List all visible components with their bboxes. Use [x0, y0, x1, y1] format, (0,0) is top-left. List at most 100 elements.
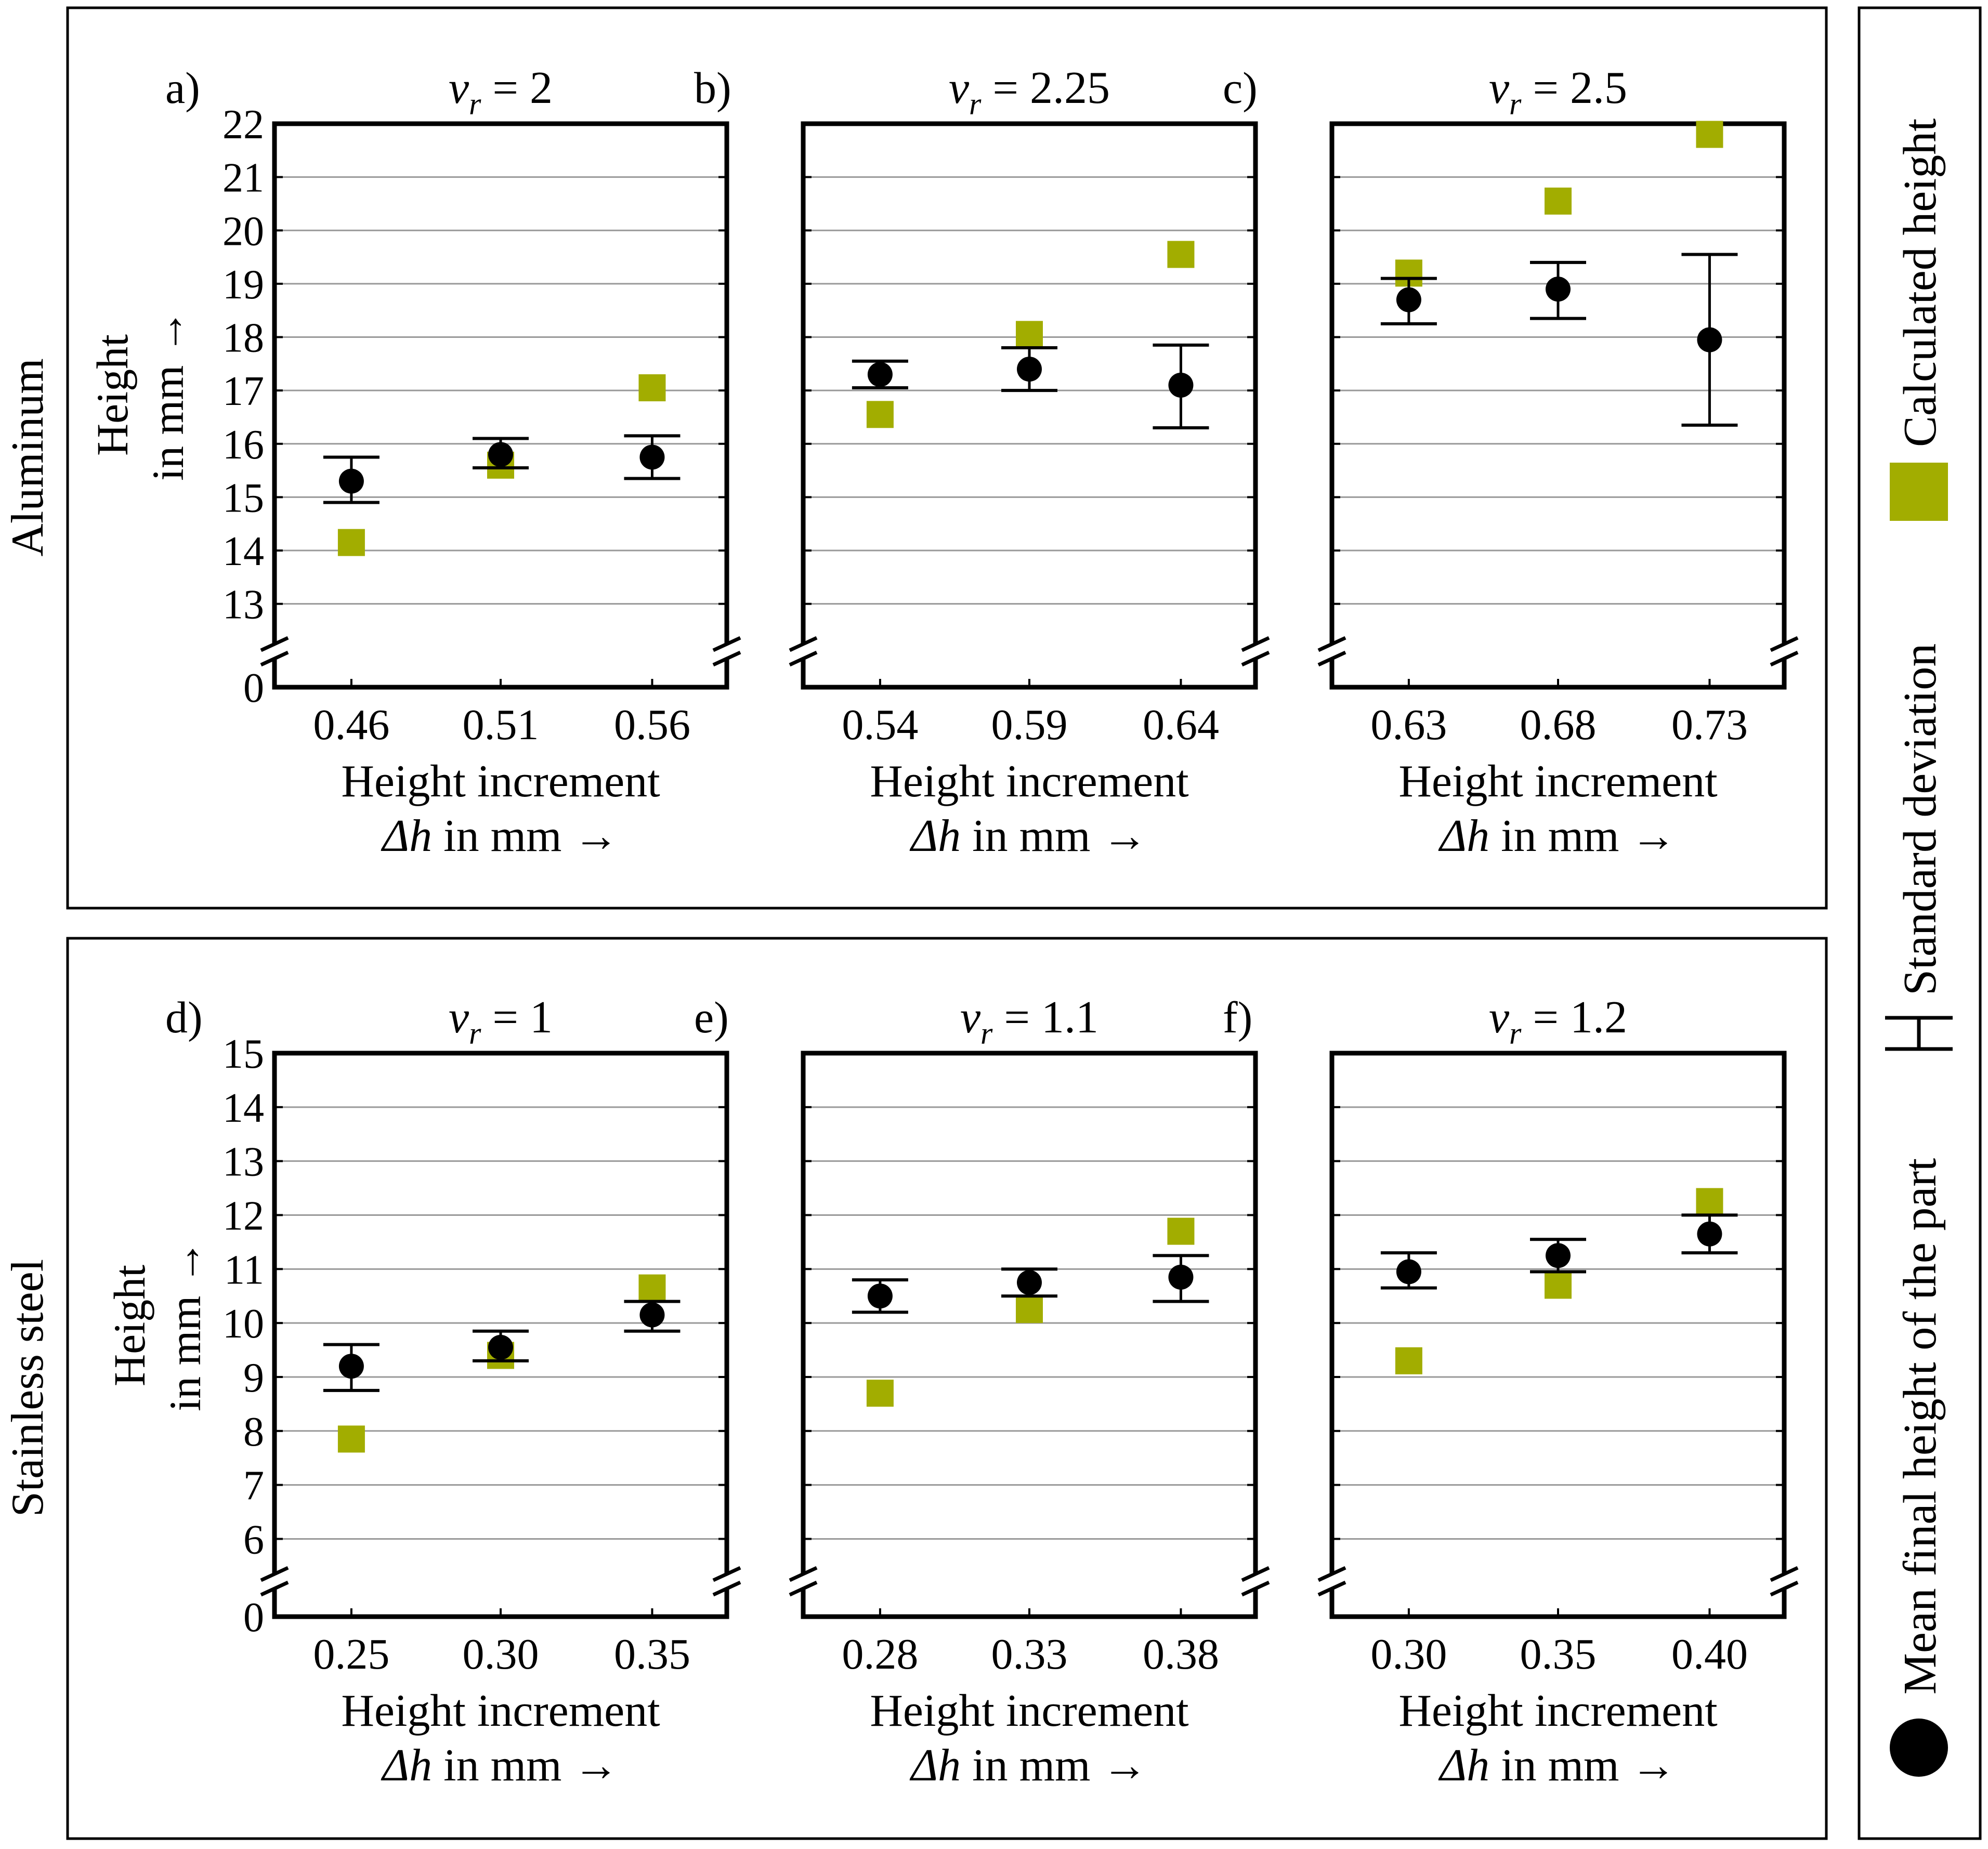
- y-tick-label: 9: [243, 1355, 264, 1401]
- axis-break-mark: [1317, 650, 1346, 667]
- x-tick-label: 0.35: [1520, 1630, 1597, 1678]
- x-tick-label: 0.51: [463, 701, 539, 749]
- panel-title: vr = 1.1: [960, 992, 1098, 1051]
- axis-break-mark: [789, 1580, 818, 1597]
- axis-break-mark: [1770, 650, 1799, 667]
- calculated-height-marker: [337, 1425, 365, 1453]
- panels: 0.46 0.51 0.56 13 14 15 16 17 18 19 20 21 22 0 a) vr = …: [165, 63, 1799, 1791]
- calculated-height-marker: [1167, 1217, 1195, 1245]
- x-axis-label-line2: Δh in mm →: [909, 1740, 1147, 1791]
- mean-height-marker: [1546, 1243, 1571, 1268]
- axis-break-mark: [1317, 1580, 1346, 1597]
- x-axis-label-line2: Δh in mm →: [1438, 811, 1676, 861]
- stainless-steel-group-frame: [66, 937, 1828, 1840]
- x-axis-label-line2: Δh in mm →: [909, 811, 1147, 861]
- panel-title: vr = 2.5: [1489, 63, 1627, 121]
- calculated-height-marker: [866, 1380, 894, 1407]
- calculated-height-marker: [1545, 1271, 1572, 1299]
- panel-title: vr = 2.25: [949, 63, 1110, 121]
- mean-height-marker: [867, 1283, 893, 1309]
- mean-height-marker: [1396, 1259, 1421, 1284]
- y-tick-label-zero: 0: [243, 1595, 264, 1641]
- calculated-height-marker: [1016, 321, 1043, 348]
- panel-letter: a): [165, 63, 200, 113]
- x-tick-label: 0.40: [1671, 1630, 1748, 1678]
- y-tick-label: 15: [223, 475, 264, 521]
- y-tick-label: 18: [223, 316, 264, 361]
- panel-letter: c): [1223, 63, 1258, 113]
- legend-mean-label: Mean final height of the part: [1894, 1158, 1946, 1695]
- axis-break-mark: [1770, 1580, 1799, 1597]
- calculated-height-marker: [866, 401, 894, 428]
- mean-height-marker: [488, 1334, 513, 1360]
- panel-letter: b): [694, 63, 731, 113]
- axis-break-mark: [260, 1580, 289, 1597]
- y-tick-label: 15: [223, 1031, 264, 1077]
- panel-frame: [801, 121, 1258, 644]
- x-tick-label: 0.54: [842, 701, 918, 749]
- axis-break-mark: [1317, 1566, 1346, 1582]
- mean-height-marker: [639, 1302, 665, 1328]
- x-tick-label: 0.25: [313, 1630, 389, 1678]
- mean-height-marker: [1697, 1221, 1722, 1247]
- x-axis-label-line1: Height increment: [341, 756, 660, 807]
- panel-letter: e): [694, 992, 729, 1042]
- y-axis-label-line1-stainless-steel: Height: [104, 1265, 154, 1386]
- y-tick-label: 21: [223, 155, 264, 201]
- mean-height-marker: [338, 468, 364, 494]
- mean-height-marker: [488, 442, 513, 467]
- x-tick-label: 0.68: [1520, 701, 1597, 749]
- panel-title: vr = 1: [449, 992, 553, 1051]
- legend-frame: [1858, 6, 1982, 1840]
- legend-std-marker: [1885, 1016, 1953, 1051]
- mean-height-marker: [1168, 372, 1194, 398]
- y-tick-label: 11: [224, 1247, 264, 1293]
- y-tick-label: 16: [223, 422, 264, 468]
- y-tick-label: 17: [223, 369, 264, 414]
- axis-break-mark: [789, 1566, 818, 1582]
- x-axis-label-line1: Height increment: [1398, 1686, 1717, 1736]
- x-tick-label: 0.30: [463, 1630, 539, 1678]
- axis-break-mark: [1770, 636, 1799, 652]
- y-tick-label: 14: [223, 529, 264, 574]
- x-tick-label: 0.59: [991, 701, 1068, 749]
- x-tick-label: 0.46: [313, 701, 389, 749]
- y-tick-label: 12: [223, 1193, 264, 1239]
- calculated-height-marker: [1696, 1188, 1723, 1215]
- mean-height-marker: [1168, 1264, 1194, 1290]
- axis-break-mark: [712, 650, 741, 667]
- x-axis-label-line1: Height increment: [1398, 756, 1717, 807]
- calculated-height-marker: [1545, 187, 1572, 215]
- y-tick-label: 14: [223, 1085, 264, 1131]
- calculated-height-marker: [638, 374, 666, 402]
- x-axis-label-line2: Δh in mm →: [381, 1740, 619, 1791]
- calculated-height-marker: [1167, 241, 1195, 268]
- legend-mean-marker: [1890, 1719, 1948, 1777]
- x-tick-label: 0.35: [614, 1630, 690, 1678]
- x-axis-label-line1: Height increment: [341, 1686, 660, 1736]
- calculated-height-marker: [337, 529, 365, 556]
- panel-d: 0.25 0.30 0.35 6 7 8 9 10 11 12 13 14 15 0 d) vr = 1 Hei…: [165, 992, 741, 1791]
- x-axis-label-line2: Δh in mm →: [381, 811, 619, 861]
- group-label-stainless-steel: Stainless steel: [3, 1259, 53, 1517]
- x-tick-label: 0.64: [1143, 701, 1219, 749]
- axis-break-mark: [260, 636, 289, 652]
- mean-height-marker: [1697, 327, 1722, 352]
- axis-break-mark: [1241, 650, 1270, 667]
- x-tick-label: 0.63: [1370, 701, 1447, 749]
- panel-f: 0.30 0.35 0.40 f) vr = 1.2 Height incrementΔh…: [1223, 992, 1799, 1791]
- legend-std-label: Standard deviation: [1894, 644, 1946, 995]
- x-tick-label: 0.28: [842, 1630, 918, 1678]
- y-tick-label: 8: [243, 1409, 264, 1455]
- mean-height-marker: [1017, 1270, 1042, 1295]
- axis-break-mark: [789, 650, 818, 667]
- axis-break-mark: [1241, 636, 1270, 652]
- axis-break-mark: [260, 1566, 289, 1582]
- axis-break-mark: [712, 1566, 741, 1582]
- y-axis-label-line1-aluminum: Height: [87, 334, 137, 456]
- y-tick-label: 13: [223, 582, 264, 628]
- y-tick-label: 20: [223, 208, 264, 254]
- y-tick-label: 13: [223, 1139, 264, 1185]
- panel-frame: [801, 1051, 1258, 1574]
